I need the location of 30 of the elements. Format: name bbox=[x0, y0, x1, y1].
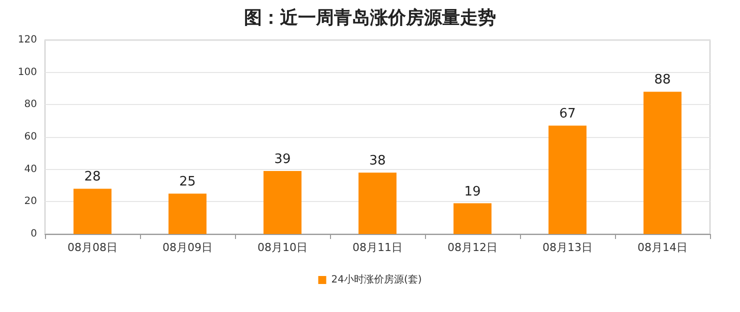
data-label: 39 bbox=[274, 152, 291, 167]
bar bbox=[358, 172, 396, 234]
data-label: 38 bbox=[369, 154, 386, 169]
legend-label: 24小时涨价房源(套) bbox=[331, 274, 422, 286]
y-tick-label: 20 bbox=[24, 196, 37, 208]
data-label: 25 bbox=[179, 174, 196, 190]
x-tick-label: 08月08日 bbox=[68, 241, 118, 254]
bar bbox=[644, 92, 682, 234]
data-label: 28 bbox=[84, 170, 101, 185]
y-tick-label: 80 bbox=[24, 99, 37, 110]
y-tick-label: 60 bbox=[24, 132, 37, 142]
data-label: 88 bbox=[654, 72, 671, 88]
y-tick-label: 120 bbox=[18, 34, 37, 46]
bar bbox=[74, 188, 112, 234]
chart-title: 图：近一周青岛涨价房源量走势 bbox=[244, 8, 496, 28]
bar bbox=[548, 126, 586, 234]
x-tick-label: 08月11日 bbox=[352, 241, 402, 254]
bar bbox=[168, 194, 206, 234]
y-tick-label: 40 bbox=[24, 164, 37, 175]
x-tick-label: 08月14日 bbox=[638, 241, 688, 254]
x-tick-label: 08月10日 bbox=[258, 241, 308, 254]
data-label: 19 bbox=[464, 184, 481, 200]
bar bbox=[454, 203, 492, 234]
y-tick-label: 0 bbox=[30, 228, 37, 240]
x-tick-label: 08月12日 bbox=[448, 241, 498, 254]
data-label: 67 bbox=[559, 106, 576, 122]
y-tick-label: 100 bbox=[18, 66, 37, 78]
bar bbox=[264, 170, 302, 234]
x-tick-label: 08月13日 bbox=[542, 241, 592, 254]
x-tick-label: 08月09日 bbox=[162, 241, 212, 254]
